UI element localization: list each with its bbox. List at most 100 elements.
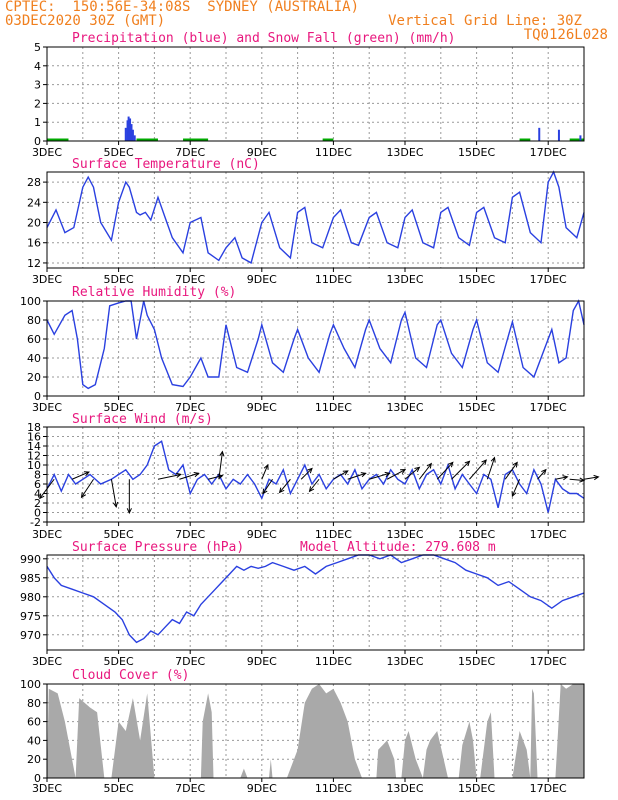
- x-tick-label: 9DEC: [247, 273, 277, 286]
- x-tick-label: 15DEC: [458, 146, 495, 159]
- x-tick-label: 17DEC: [530, 273, 567, 286]
- x-tick-label: 7DEC: [175, 146, 205, 159]
- wind-arrow-head: [80, 492, 87, 499]
- y-tick-label: 985: [20, 572, 41, 585]
- wind-arrow-head: [511, 491, 517, 498]
- wind-arrow: [262, 478, 273, 495]
- wind-arrow-shaft: [404, 466, 420, 480]
- wind-arrow-shaft: [279, 478, 291, 493]
- y-tick-label: 12: [27, 450, 41, 463]
- header-gridline-note: Vertical Grid Line: 30Z: [388, 13, 582, 29]
- y-tick-label: 10: [27, 459, 41, 472]
- wind-arrow: [504, 461, 518, 480]
- wind-arrow-head: [384, 471, 391, 477]
- y-tick-label: -2: [30, 516, 41, 529]
- wind-arrow: [347, 472, 367, 480]
- y-tick-label: 5: [34, 41, 41, 54]
- rain-bar: [129, 118, 132, 141]
- y-tick-label: 0: [34, 390, 41, 403]
- y-tick-label: 24: [27, 196, 41, 209]
- wind-arrow: [404, 466, 421, 480]
- wind-arrow-shaft: [511, 479, 521, 497]
- wind-arrow-shaft: [369, 472, 390, 480]
- precip-title: Precipitation (blue) and Snow Fall (gree…: [72, 31, 456, 46]
- wind-arrow-head: [562, 475, 569, 481]
- wind-arrow-shaft: [418, 463, 432, 480]
- wind-arrow: [486, 456, 496, 480]
- x-tick-label: 3DEC: [32, 401, 62, 414]
- wind-arrow-head: [307, 467, 313, 474]
- wind-arrow: [261, 463, 269, 480]
- x-tick-label: 5DEC: [104, 273, 134, 286]
- wind-arrow: [308, 478, 320, 493]
- x-tick-label: 3DEC: [32, 273, 62, 286]
- rh-panel: 0 20 40 60 80 100 3DEC 5DEC 7DEC 9DEC 11DEC 13DEC 15…: [20, 285, 585, 414]
- wind-arrow: [71, 471, 90, 480]
- wind-arrow-shaft: [81, 478, 94, 498]
- x-tick-label: 11DEC: [315, 401, 352, 414]
- cloud-area: [47, 684, 584, 778]
- y-tick-label: 14: [27, 440, 41, 453]
- wind-arrow-head: [342, 470, 349, 476]
- wind-arrow-head: [414, 466, 421, 473]
- header-line1: CPTEC: 150:56E-34:08S SYDNEY (AUSTRALIA): [5, 0, 360, 15]
- wind-arrow-shaft: [207, 475, 223, 480]
- y-tick-label: 60: [27, 716, 41, 729]
- temp-line: [46, 170, 585, 264]
- x-tick-label: 9DEC: [247, 528, 277, 541]
- x-tick-label: 13DEC: [386, 146, 423, 159]
- wind-arrow-head: [464, 460, 471, 467]
- rain-bar: [133, 135, 136, 141]
- y-tick-label: 20: [27, 753, 41, 766]
- wind-line: [46, 440, 585, 513]
- x-tick-label: 5DEC: [104, 146, 134, 159]
- y-tick-label: 40: [27, 352, 41, 365]
- x-tick-label: 7DEC: [175, 273, 205, 286]
- wind-arrow: [369, 471, 391, 480]
- x-tick-label: 9DEC: [247, 146, 277, 159]
- rain-bar: [131, 129, 134, 141]
- rain-bar: [127, 116, 130, 141]
- wind-arrow-shaft: [71, 471, 90, 480]
- press-title: Surface Pressure (hPa): [72, 540, 244, 555]
- x-tick-label: 13DEC: [386, 401, 423, 414]
- x-tick-label: 9DEC: [247, 401, 277, 414]
- y-tick-label: 6: [34, 478, 41, 491]
- wind-title: Surface Wind (m/s): [72, 412, 213, 427]
- x-tick-label: 15DEC: [458, 655, 495, 668]
- wind-arrow-shaft: [504, 462, 518, 480]
- wind-arrow-head: [541, 468, 547, 475]
- x-tick-label: 3DEC: [32, 782, 62, 795]
- rain-bar: [557, 129, 560, 141]
- wind-arrow: [469, 459, 487, 480]
- press-line: [46, 554, 585, 644]
- x-tick-label: 3DEC: [32, 655, 62, 668]
- y-tick-label: 80: [27, 697, 41, 710]
- x-tick-label: 11DEC: [315, 655, 352, 668]
- x-tick-label: 13DEC: [386, 273, 423, 286]
- x-tick-label: 17DEC: [530, 401, 567, 414]
- wind-arrow: [511, 479, 521, 498]
- wind-arrow: [110, 479, 119, 509]
- rain-bar: [124, 127, 127, 141]
- y-tick-label: 990: [20, 553, 41, 566]
- wind-arrow-head: [400, 469, 407, 474]
- wind-arrow: [157, 472, 182, 480]
- precip-panel: 0 1 2 3 4 5 3DEC 5DEC 7DEC 9DEC 11DEC 13DEC 15DEC 17D…: [32, 31, 585, 159]
- x-tick-label: 5DEC: [104, 528, 134, 541]
- wind-arrow-head: [262, 488, 268, 495]
- y-tick-label: 16: [27, 431, 41, 444]
- wind-arrow-head: [219, 450, 225, 457]
- wind-arrow: [278, 478, 291, 494]
- y-tick-label: 40: [27, 734, 41, 747]
- wind-arrow-shaft: [451, 460, 470, 480]
- y-tick-label: 1: [34, 116, 41, 129]
- x-tick-label: 9DEC: [247, 655, 277, 668]
- x-tick-label: 13DEC: [386, 655, 423, 668]
- cloud-panel: 0 20 40 60 80 100 3DEC 5DEC 7DEC 9DEC 11DEC 13DEC 15…: [20, 668, 585, 795]
- wind-arrow: [80, 478, 94, 499]
- x-tick-label: 17DEC: [530, 528, 567, 541]
- wind-arrow-shaft: [555, 476, 568, 480]
- rh-title: Relative Humidity (%): [72, 285, 236, 300]
